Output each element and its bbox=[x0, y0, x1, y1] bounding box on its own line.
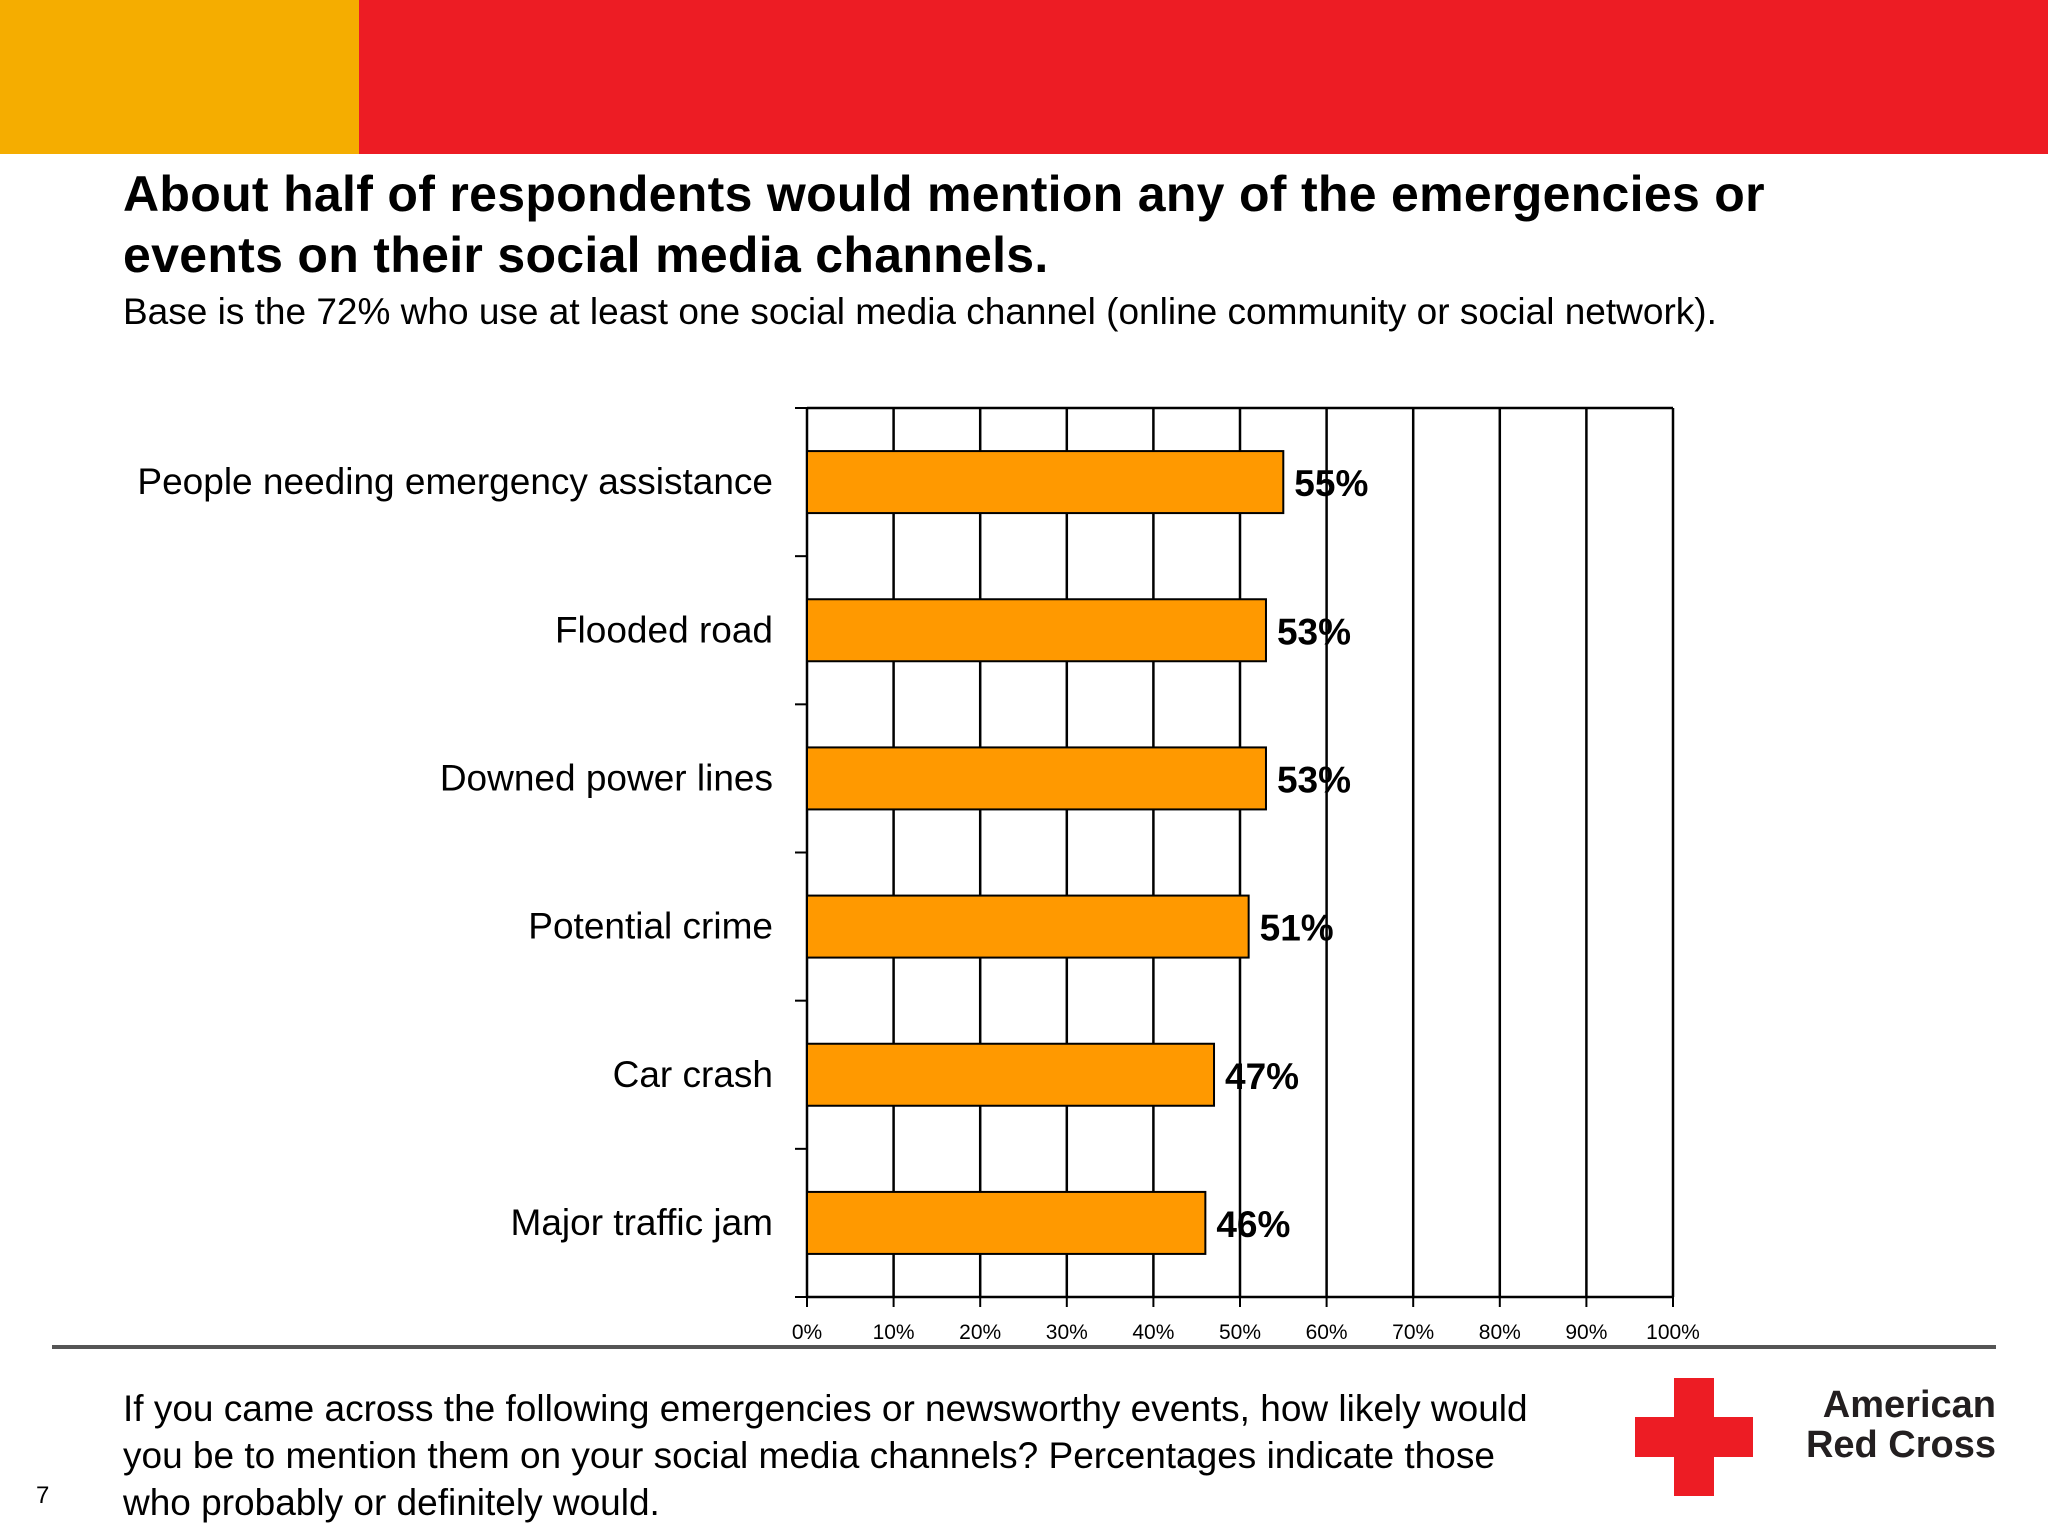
x-tick-label: 50% bbox=[1219, 1321, 1261, 1344]
category-label: Potential crime bbox=[528, 906, 773, 947]
category-label: Downed power lines bbox=[440, 757, 773, 798]
logo-wordmark: American Red Cross bbox=[1760, 1385, 1996, 1465]
bar bbox=[806, 894, 1250, 959]
bar bbox=[806, 450, 1285, 515]
x-tick-label: 70% bbox=[1392, 1321, 1434, 1344]
x-tick-label: 80% bbox=[1479, 1321, 1521, 1344]
x-tick-label: 0% bbox=[792, 1321, 822, 1344]
logo-line-2: Red Cross bbox=[1805, 1424, 1996, 1466]
x-tick-label: 20% bbox=[959, 1321, 1001, 1344]
bar bbox=[806, 1190, 1207, 1255]
header-band-red bbox=[359, 0, 2048, 154]
bar bbox=[806, 1042, 1216, 1107]
data-label: 55% bbox=[1294, 463, 1368, 504]
x-tick-label: 40% bbox=[1132, 1321, 1174, 1344]
category-label: People needing emergency assistance bbox=[137, 461, 773, 502]
data-label: 51% bbox=[1260, 908, 1334, 949]
category-label: Major traffic jam bbox=[511, 1202, 774, 1243]
data-label: 53% bbox=[1277, 611, 1351, 652]
x-tick-label: 30% bbox=[1046, 1321, 1088, 1344]
footer-divider bbox=[52, 1345, 1996, 1349]
survey-question: If you came across the following emergen… bbox=[123, 1388, 1528, 1523]
data-label: 47% bbox=[1225, 1056, 1299, 1097]
red-cross-icon bbox=[1635, 1378, 1753, 1496]
logo-line-1: American bbox=[1822, 1384, 1996, 1426]
category-label: Flooded road bbox=[555, 609, 773, 650]
category-label: Car crash bbox=[613, 1054, 773, 1095]
bar-chart: 0% 10% 20% 30% 40% 50% 60% 70% 80% 90% 100% People … bbox=[137, 406, 1700, 1344]
x-tick-label: 100% bbox=[1646, 1321, 1700, 1344]
bar bbox=[806, 598, 1267, 663]
slide-title: About half of respondents would mention … bbox=[123, 166, 1765, 283]
x-tick-label: 60% bbox=[1306, 1321, 1348, 1344]
page-number: 7 bbox=[36, 1482, 50, 1509]
bar bbox=[806, 746, 1267, 811]
slide-subtitle: Base is the 72% who use at least one soc… bbox=[123, 291, 1717, 332]
data-label: 53% bbox=[1277, 759, 1351, 800]
header-band-yellow bbox=[0, 0, 359, 154]
x-tick-label: 10% bbox=[873, 1321, 915, 1344]
data-label: 46% bbox=[1216, 1204, 1290, 1245]
x-tick-label: 90% bbox=[1565, 1321, 1607, 1344]
